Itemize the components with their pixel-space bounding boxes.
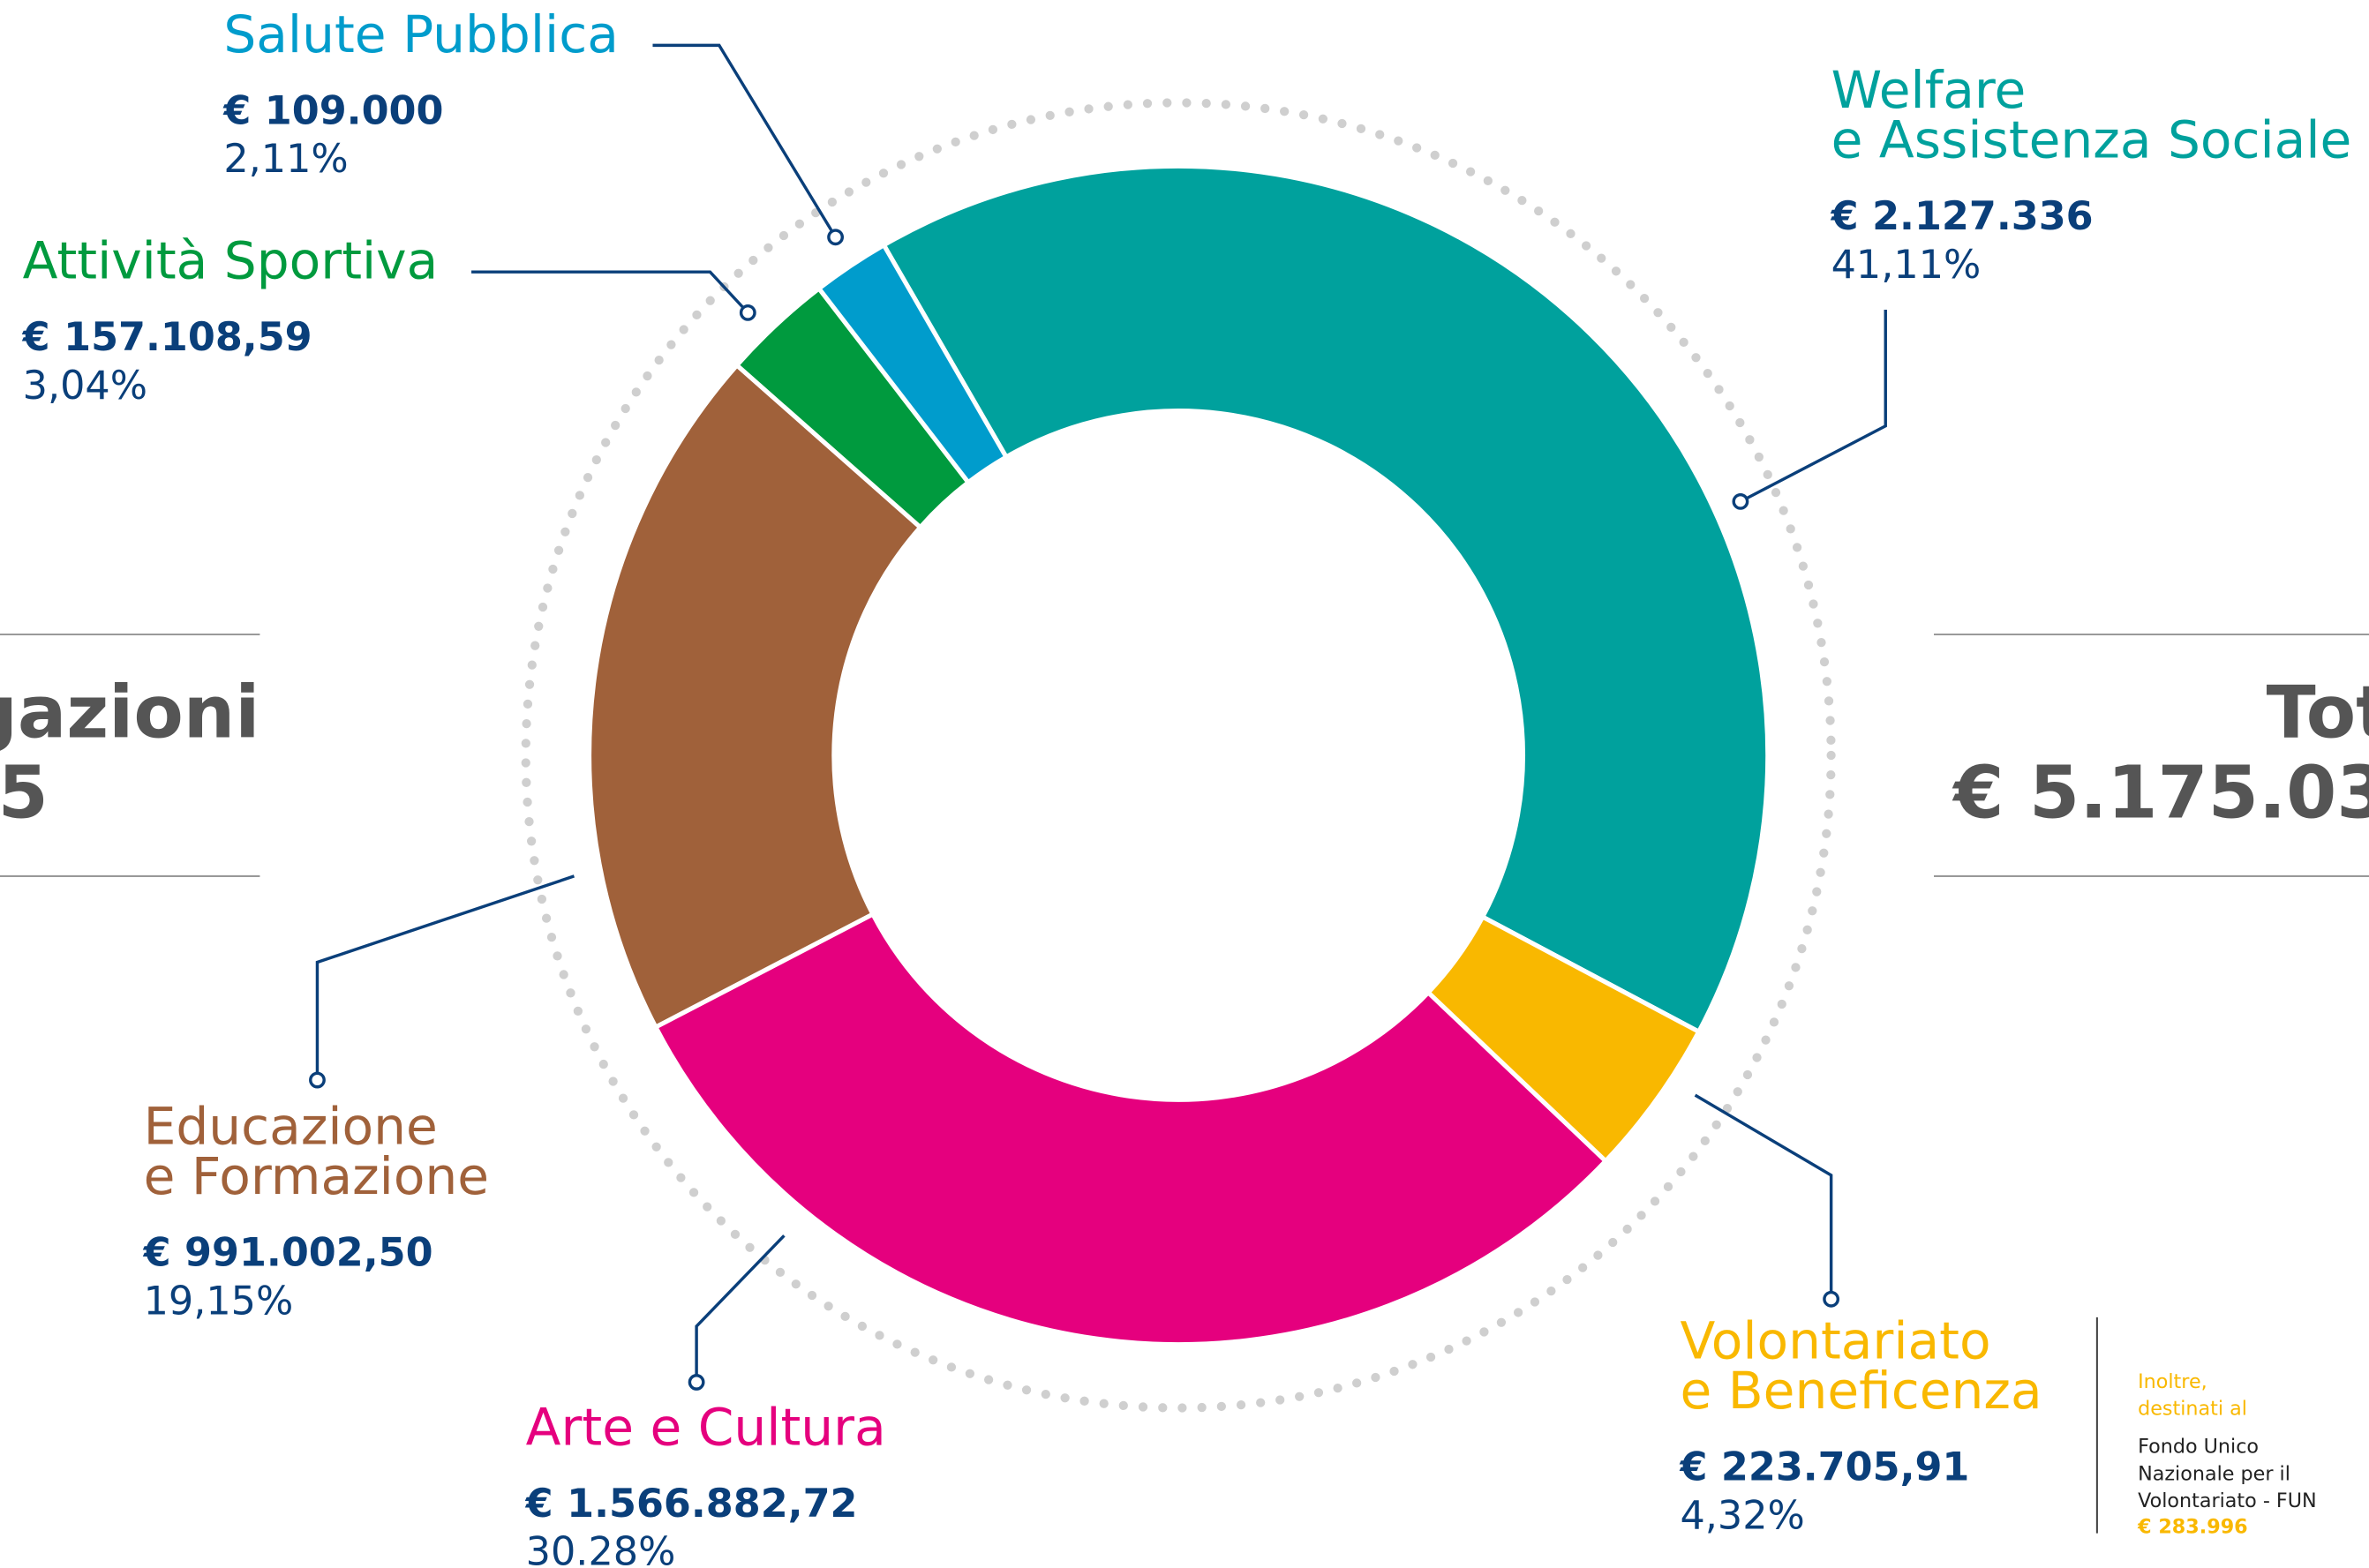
donut-slice xyxy=(587,362,924,1031)
category-label: Educazione xyxy=(144,1097,438,1157)
note-amount: € 283.996 xyxy=(2137,1515,2248,1538)
right-title: Tot xyxy=(2267,671,2369,755)
amount-label: € 109.000 xyxy=(222,88,443,133)
amount-label: € 1.566.882,72 xyxy=(525,1482,858,1527)
amount-label: € 2.127.336 xyxy=(1831,194,2094,239)
percent-label: 4,32% xyxy=(1680,1494,1804,1539)
leader-dot xyxy=(1732,492,1749,510)
leader-dot xyxy=(1823,1290,1840,1308)
category-label: Arte e Cultura xyxy=(526,1397,886,1457)
right-title: € 5.175.035 xyxy=(1952,751,2369,835)
donut-slice xyxy=(816,242,1010,486)
note-body: Fondo Unico xyxy=(2138,1436,2259,1459)
leader-dot xyxy=(688,1374,705,1391)
category-label: e Assistenza Sociale xyxy=(1831,110,2352,170)
note-intro: Inoltre, xyxy=(2138,1370,2207,1393)
category-label: e Beneficenza xyxy=(1680,1361,2042,1421)
note-body: Nazionale per il xyxy=(2138,1462,2290,1485)
amount-label: € 223.705,91 xyxy=(1679,1445,1969,1490)
category-label: Attività Sportiva xyxy=(23,231,439,291)
category-label: Salute Pubblica xyxy=(223,4,619,64)
leader-line xyxy=(315,874,575,1081)
percent-label: 30.28% xyxy=(526,1530,676,1568)
amount-label: € 157.108,59 xyxy=(22,315,312,360)
leader-line xyxy=(652,43,838,238)
donut-slice xyxy=(880,163,1771,1035)
leader-dot xyxy=(309,1071,326,1089)
dotted-ring xyxy=(521,98,1836,1413)
percent-label: 41,11% xyxy=(1831,243,1982,288)
left-title: 5 xyxy=(0,751,49,835)
percent-label: 3,04% xyxy=(23,364,147,409)
leader-line xyxy=(471,270,749,314)
category-label: Volontariato xyxy=(1680,1311,1990,1371)
note-body: Volontariato - FUN xyxy=(2138,1489,2317,1512)
leader-line xyxy=(695,1234,786,1383)
category-label: Welfare xyxy=(1831,60,2027,120)
leader-line xyxy=(1740,309,1887,503)
category-label: e Formazione xyxy=(144,1146,489,1206)
amount-label: € 991.002,50 xyxy=(143,1231,433,1276)
percent-label: 2,11% xyxy=(223,137,348,182)
percent-label: 19,15% xyxy=(144,1279,294,1324)
leader-dot xyxy=(827,229,845,246)
left-title: gazioni xyxy=(0,671,259,755)
leader-dot xyxy=(739,304,756,321)
donut-slice xyxy=(652,911,1609,1347)
note-intro: destinati al xyxy=(2138,1398,2247,1421)
leader-line xyxy=(1694,1093,1833,1300)
